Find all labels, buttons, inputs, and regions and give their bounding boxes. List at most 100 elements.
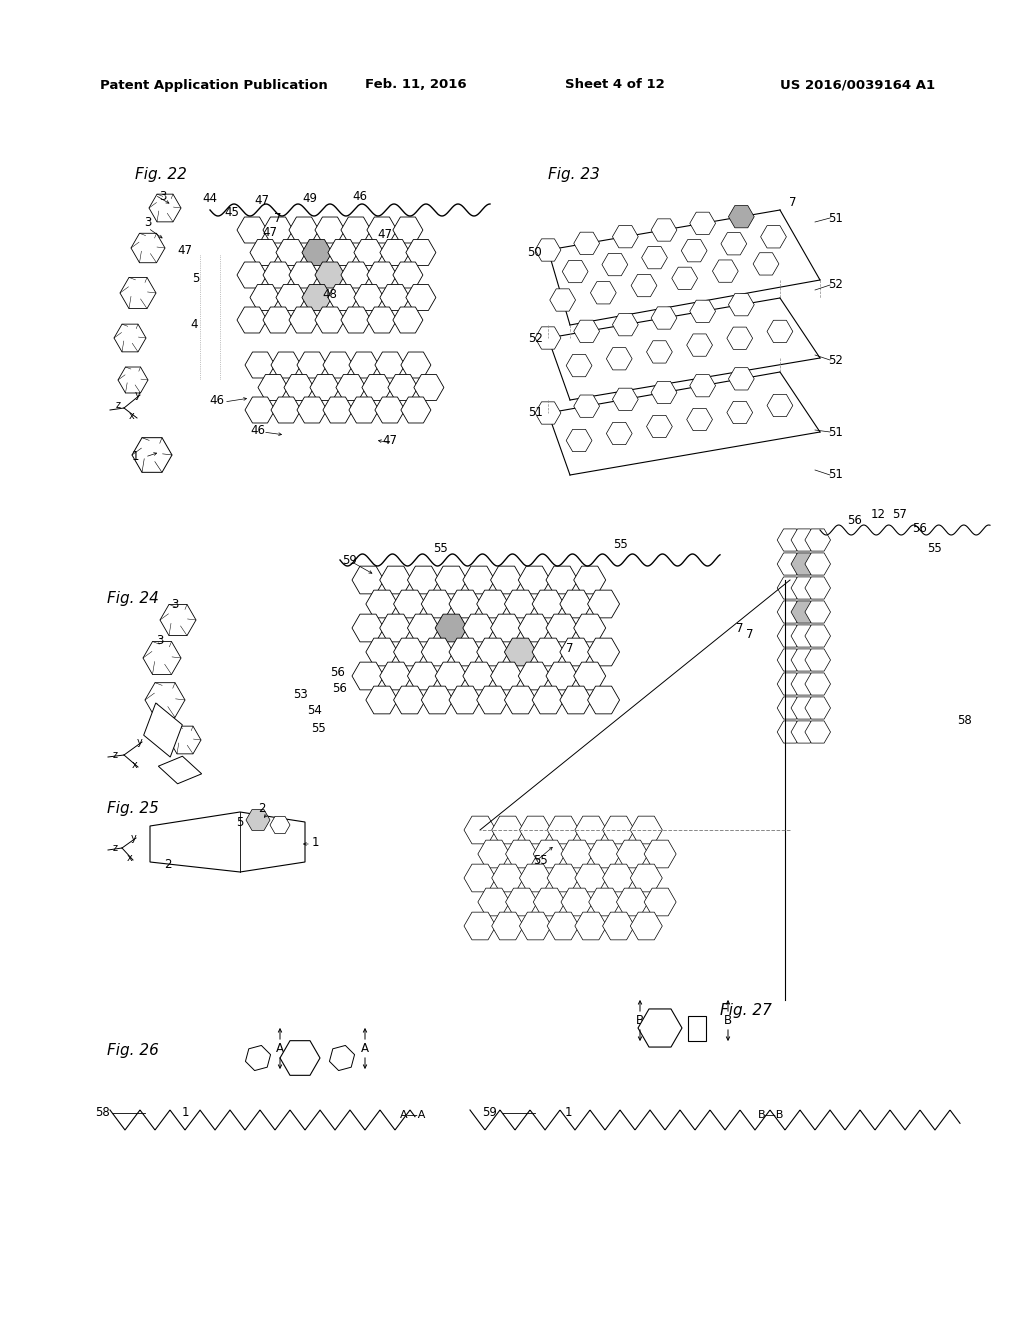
Polygon shape <box>250 285 280 310</box>
Text: 12: 12 <box>870 508 886 521</box>
Polygon shape <box>805 529 830 550</box>
Polygon shape <box>777 529 803 550</box>
Polygon shape <box>574 912 607 940</box>
Polygon shape <box>566 355 592 376</box>
Polygon shape <box>131 234 165 263</box>
Polygon shape <box>690 375 716 397</box>
Polygon shape <box>588 590 620 618</box>
Polygon shape <box>132 438 172 473</box>
Polygon shape <box>349 352 379 378</box>
Text: 1: 1 <box>311 836 318 849</box>
Text: Patent Application Publication: Patent Application Publication <box>100 78 328 91</box>
Text: z: z <box>113 750 118 760</box>
Polygon shape <box>534 840 565 867</box>
Text: 2: 2 <box>258 801 266 814</box>
Polygon shape <box>421 638 454 665</box>
Polygon shape <box>606 347 632 370</box>
Polygon shape <box>367 216 397 243</box>
Polygon shape <box>246 809 270 830</box>
Text: 45: 45 <box>224 206 240 219</box>
Polygon shape <box>245 397 275 422</box>
Polygon shape <box>777 673 803 696</box>
Polygon shape <box>561 888 593 916</box>
Polygon shape <box>506 840 538 867</box>
Polygon shape <box>367 308 397 333</box>
Polygon shape <box>375 352 404 378</box>
Text: 50: 50 <box>527 246 543 259</box>
Polygon shape <box>560 590 592 618</box>
Polygon shape <box>728 206 755 228</box>
Polygon shape <box>477 590 509 618</box>
Polygon shape <box>562 260 588 282</box>
Text: 51: 51 <box>828 469 844 482</box>
Polygon shape <box>284 375 314 400</box>
Polygon shape <box>792 624 817 647</box>
Text: 47: 47 <box>378 228 392 242</box>
Polygon shape <box>400 352 431 378</box>
Polygon shape <box>150 194 181 222</box>
Polygon shape <box>753 252 779 275</box>
Polygon shape <box>805 577 830 599</box>
Polygon shape <box>341 216 371 243</box>
Polygon shape <box>687 408 713 430</box>
Polygon shape <box>449 686 481 714</box>
Polygon shape <box>393 216 423 243</box>
Polygon shape <box>118 367 148 393</box>
Polygon shape <box>380 566 412 594</box>
Polygon shape <box>792 673 817 696</box>
Polygon shape <box>477 638 509 665</box>
Polygon shape <box>805 673 830 696</box>
Polygon shape <box>408 566 439 594</box>
Polygon shape <box>271 352 301 378</box>
Text: A—A: A—A <box>400 1110 426 1119</box>
Polygon shape <box>644 888 676 916</box>
Polygon shape <box>393 308 423 333</box>
Polygon shape <box>366 590 398 618</box>
Polygon shape <box>237 216 267 243</box>
FancyBboxPatch shape <box>688 1016 706 1041</box>
Text: 44: 44 <box>203 191 217 205</box>
Text: B: B <box>636 1014 644 1027</box>
Text: 1: 1 <box>564 1106 571 1119</box>
Polygon shape <box>289 308 318 333</box>
Text: z: z <box>113 843 118 853</box>
Polygon shape <box>246 1045 270 1071</box>
Polygon shape <box>276 285 306 310</box>
Text: 1: 1 <box>181 1106 188 1119</box>
Text: 7: 7 <box>746 628 754 642</box>
Polygon shape <box>366 686 398 714</box>
Polygon shape <box>361 375 392 400</box>
Polygon shape <box>646 416 673 438</box>
Polygon shape <box>777 697 803 719</box>
Polygon shape <box>574 865 607 892</box>
Polygon shape <box>506 888 538 916</box>
Text: y: y <box>131 833 137 843</box>
Text: Fig. 24: Fig. 24 <box>106 590 159 606</box>
Polygon shape <box>638 1008 682 1047</box>
Text: 46: 46 <box>352 190 368 202</box>
Polygon shape <box>631 275 656 297</box>
Polygon shape <box>518 663 550 690</box>
Polygon shape <box>792 553 817 576</box>
Text: 57: 57 <box>893 508 907 521</box>
Polygon shape <box>289 261 318 288</box>
Polygon shape <box>573 614 606 642</box>
Polygon shape <box>258 375 288 400</box>
Text: 47: 47 <box>177 243 193 256</box>
Polygon shape <box>341 308 371 333</box>
Polygon shape <box>393 590 426 618</box>
Polygon shape <box>727 327 753 350</box>
Text: 46: 46 <box>210 393 224 407</box>
Polygon shape <box>336 375 366 400</box>
Text: 3: 3 <box>160 190 167 202</box>
Polygon shape <box>546 614 578 642</box>
Polygon shape <box>400 397 431 422</box>
Text: 7: 7 <box>566 642 573 655</box>
Polygon shape <box>393 686 426 714</box>
Polygon shape <box>589 888 621 916</box>
Text: 56: 56 <box>331 665 345 678</box>
Text: 5: 5 <box>193 272 200 285</box>
Polygon shape <box>492 816 523 843</box>
Polygon shape <box>606 422 632 445</box>
Text: 55: 55 <box>612 539 628 552</box>
